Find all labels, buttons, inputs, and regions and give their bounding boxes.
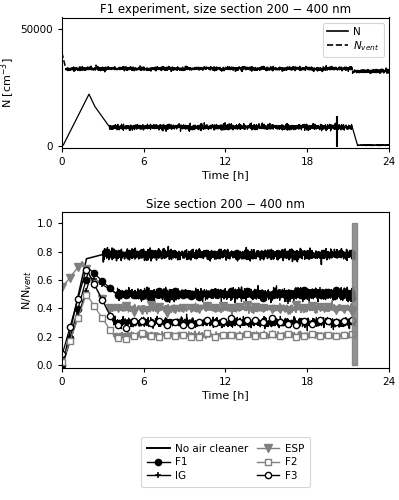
Y-axis label: N/N$_{vent}$: N/N$_{vent}$	[20, 270, 34, 310]
Title: F1 experiment, size section 200 − 400 nm: F1 experiment, size section 200 − 400 nm	[100, 4, 351, 16]
Title: Size section 200 − 400 nm: Size section 200 − 400 nm	[146, 198, 305, 211]
Legend: No air cleaner, F1, IG, ESP, F2, F3: No air cleaner, F1, IG, ESP, F2, F3	[140, 438, 310, 487]
Y-axis label: N [cm$^{-3}$]: N [cm$^{-3}$]	[0, 58, 18, 108]
X-axis label: Time [h]: Time [h]	[202, 390, 249, 400]
Legend: N, $N_{vent}$: N, $N_{vent}$	[323, 22, 384, 57]
X-axis label: Time [h]: Time [h]	[202, 170, 249, 180]
